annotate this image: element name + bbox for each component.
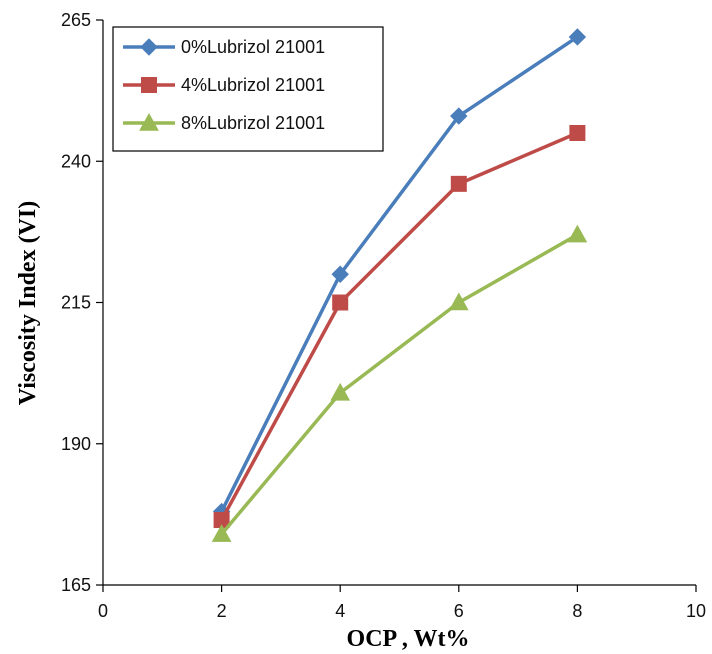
series-line xyxy=(220,131,579,521)
x-tick-label: 2 xyxy=(217,601,227,621)
x-tick-label: 0 xyxy=(98,601,108,621)
x-axis-title: OCP , Wt% xyxy=(347,626,470,652)
series-line xyxy=(220,35,579,513)
y-tick-label: 265 xyxy=(61,10,91,30)
series-triangle xyxy=(211,224,588,542)
legend-marker xyxy=(139,112,159,131)
series-layer xyxy=(211,28,588,542)
x-tick-label: 6 xyxy=(454,601,464,621)
y-tick-label: 190 xyxy=(61,434,91,454)
y-axis-title: Viscosity Index (VI) xyxy=(15,201,41,405)
data-point xyxy=(211,524,232,542)
legend-label: 8%Lubrizol 21001 xyxy=(181,113,325,133)
data-point xyxy=(448,292,469,311)
data-point xyxy=(450,107,468,125)
x-tick-label: 10 xyxy=(686,601,706,621)
legend-marker xyxy=(140,38,158,56)
data-point xyxy=(331,265,349,283)
series-square xyxy=(213,125,586,529)
x-tick-label: 8 xyxy=(572,601,582,621)
x-tick-label: 4 xyxy=(335,601,345,621)
legend-entry: 0%Lubrizol 21001 xyxy=(123,37,325,57)
y-tick-label: 240 xyxy=(61,151,91,171)
data-point xyxy=(330,382,351,401)
legend-marker xyxy=(141,77,157,93)
legend-label: 0%Lubrizol 21001 xyxy=(181,37,325,57)
y-tick-label: 215 xyxy=(61,293,91,313)
legend-entry: 8%Lubrizol 21001 xyxy=(123,112,325,133)
legend-label: 4%Lubrizol 21001 xyxy=(181,75,325,95)
data-point xyxy=(332,294,349,311)
axis-ticks: 0 2 4 6 8 10 165 190 215 240 265 xyxy=(61,10,706,621)
data-point xyxy=(567,224,588,243)
legend: 0%Lubrizol 21001 4%Lubrizol 21001 8%Lubriz… xyxy=(112,26,384,152)
data-point xyxy=(450,175,467,192)
data-point xyxy=(569,125,586,141)
y-tick-label: 165 xyxy=(61,575,91,595)
series-line xyxy=(220,233,579,536)
data-point xyxy=(568,28,587,46)
legend-entry: 4%Lubrizol 21001 xyxy=(123,75,325,95)
